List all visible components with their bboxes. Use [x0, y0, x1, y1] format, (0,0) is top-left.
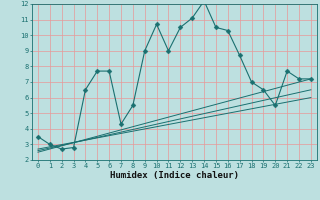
X-axis label: Humidex (Indice chaleur): Humidex (Indice chaleur)	[110, 171, 239, 180]
